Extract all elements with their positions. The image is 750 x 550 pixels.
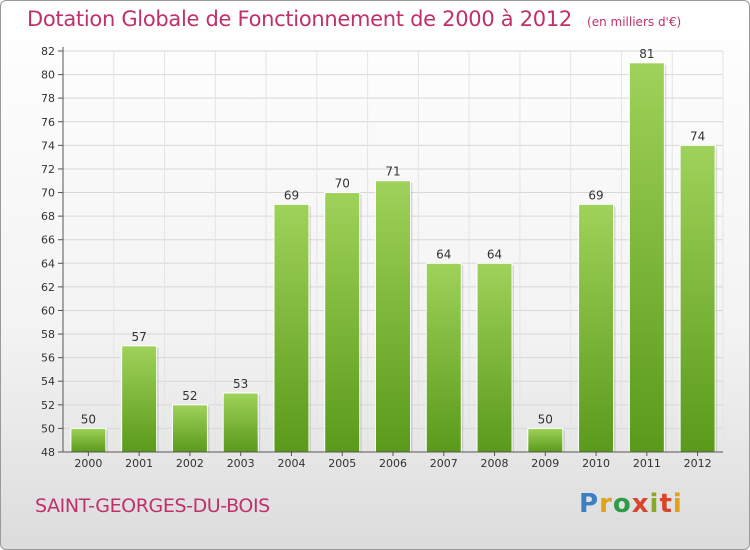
axes: 48 50 52 54 56 58 60 62 64 66 68 70 72 74 76 78 80 82 2000… bbox=[41, 45, 723, 470]
bar bbox=[375, 180, 411, 453]
bar-value-label: 53 bbox=[233, 377, 248, 391]
x-tick-label: 2012 bbox=[684, 457, 712, 470]
y-tick-label: 48 bbox=[41, 446, 55, 459]
y-tick-label: 64 bbox=[41, 257, 55, 270]
y-tick-label: 72 bbox=[41, 163, 55, 176]
x-tick-label: 2004 bbox=[277, 457, 305, 470]
bar bbox=[476, 262, 513, 453]
bar-value-label: 57 bbox=[132, 330, 147, 344]
proxiti-logo: Proxiti bbox=[579, 489, 683, 519]
x-tick-label: 2001 bbox=[125, 457, 153, 470]
y-tick-label: 76 bbox=[41, 116, 55, 129]
y-tick-label: 54 bbox=[41, 375, 55, 388]
y-tick-label: 82 bbox=[41, 45, 55, 58]
bar bbox=[425, 262, 462, 453]
bar-value-label: 69 bbox=[588, 188, 603, 202]
bar bbox=[527, 427, 564, 453]
bar-value-label: 70 bbox=[335, 177, 350, 191]
x-tick-label: 2003 bbox=[227, 457, 255, 470]
x-tick-label: 2002 bbox=[176, 457, 204, 470]
x-tick-label: 2005 bbox=[328, 457, 356, 470]
bar-value-label: 64 bbox=[487, 247, 502, 261]
chart-title-block: Dotation Globale de Fonctionnement de 20… bbox=[27, 7, 681, 31]
chart-unit: (en milliers d'€) bbox=[587, 15, 682, 29]
bar-value-label: 81 bbox=[639, 47, 654, 61]
x-tick-label: 2008 bbox=[481, 457, 509, 470]
bar-value-label: 69 bbox=[284, 188, 299, 202]
y-tick-label: 56 bbox=[41, 352, 55, 365]
y-tick-label: 58 bbox=[41, 328, 55, 341]
chart-title: Dotation Globale de Fonctionnement de 20… bbox=[27, 7, 572, 31]
bar-value-label: 52 bbox=[182, 389, 197, 403]
bar bbox=[324, 192, 361, 453]
y-tick-label: 74 bbox=[41, 139, 55, 152]
y-tick-label: 62 bbox=[41, 281, 55, 294]
bar bbox=[171, 404, 208, 453]
bar bbox=[679, 144, 716, 453]
bar bbox=[70, 427, 107, 453]
bar bbox=[578, 203, 615, 453]
bar bbox=[273, 203, 310, 453]
bar-value-label: 64 bbox=[436, 247, 451, 261]
bar-value-label: 71 bbox=[385, 165, 400, 179]
x-tick-label: 2010 bbox=[582, 457, 610, 470]
y-tick-label: 66 bbox=[41, 234, 55, 247]
bar bbox=[628, 62, 665, 453]
bar bbox=[222, 392, 259, 453]
commune-name: SAINT-GEORGES-DU-BOIS bbox=[35, 495, 270, 517]
x-tick-label: 2006 bbox=[379, 457, 407, 470]
y-tick-label: 60 bbox=[41, 304, 55, 317]
x-tick-label: 2011 bbox=[633, 457, 661, 470]
y-tick-label: 80 bbox=[41, 69, 55, 82]
bars: 50 57 52 53 69 70 71 64 64 50 69 81 74 bbox=[70, 47, 718, 453]
bar-value-label: 50 bbox=[81, 412, 96, 426]
x-tick-label: 2009 bbox=[531, 457, 559, 470]
y-tick-label: 52 bbox=[41, 399, 55, 412]
y-tick-label: 70 bbox=[41, 187, 55, 200]
x-tick-label: 2000 bbox=[74, 457, 102, 470]
y-tick-label: 78 bbox=[41, 92, 55, 105]
bar-value-label: 50 bbox=[538, 412, 553, 426]
bar bbox=[121, 345, 158, 453]
x-tick-label: 2007 bbox=[430, 457, 458, 470]
y-tick-label: 50 bbox=[41, 422, 55, 435]
y-tick-label: 68 bbox=[41, 210, 55, 223]
bar-value-label: 74 bbox=[690, 129, 705, 143]
